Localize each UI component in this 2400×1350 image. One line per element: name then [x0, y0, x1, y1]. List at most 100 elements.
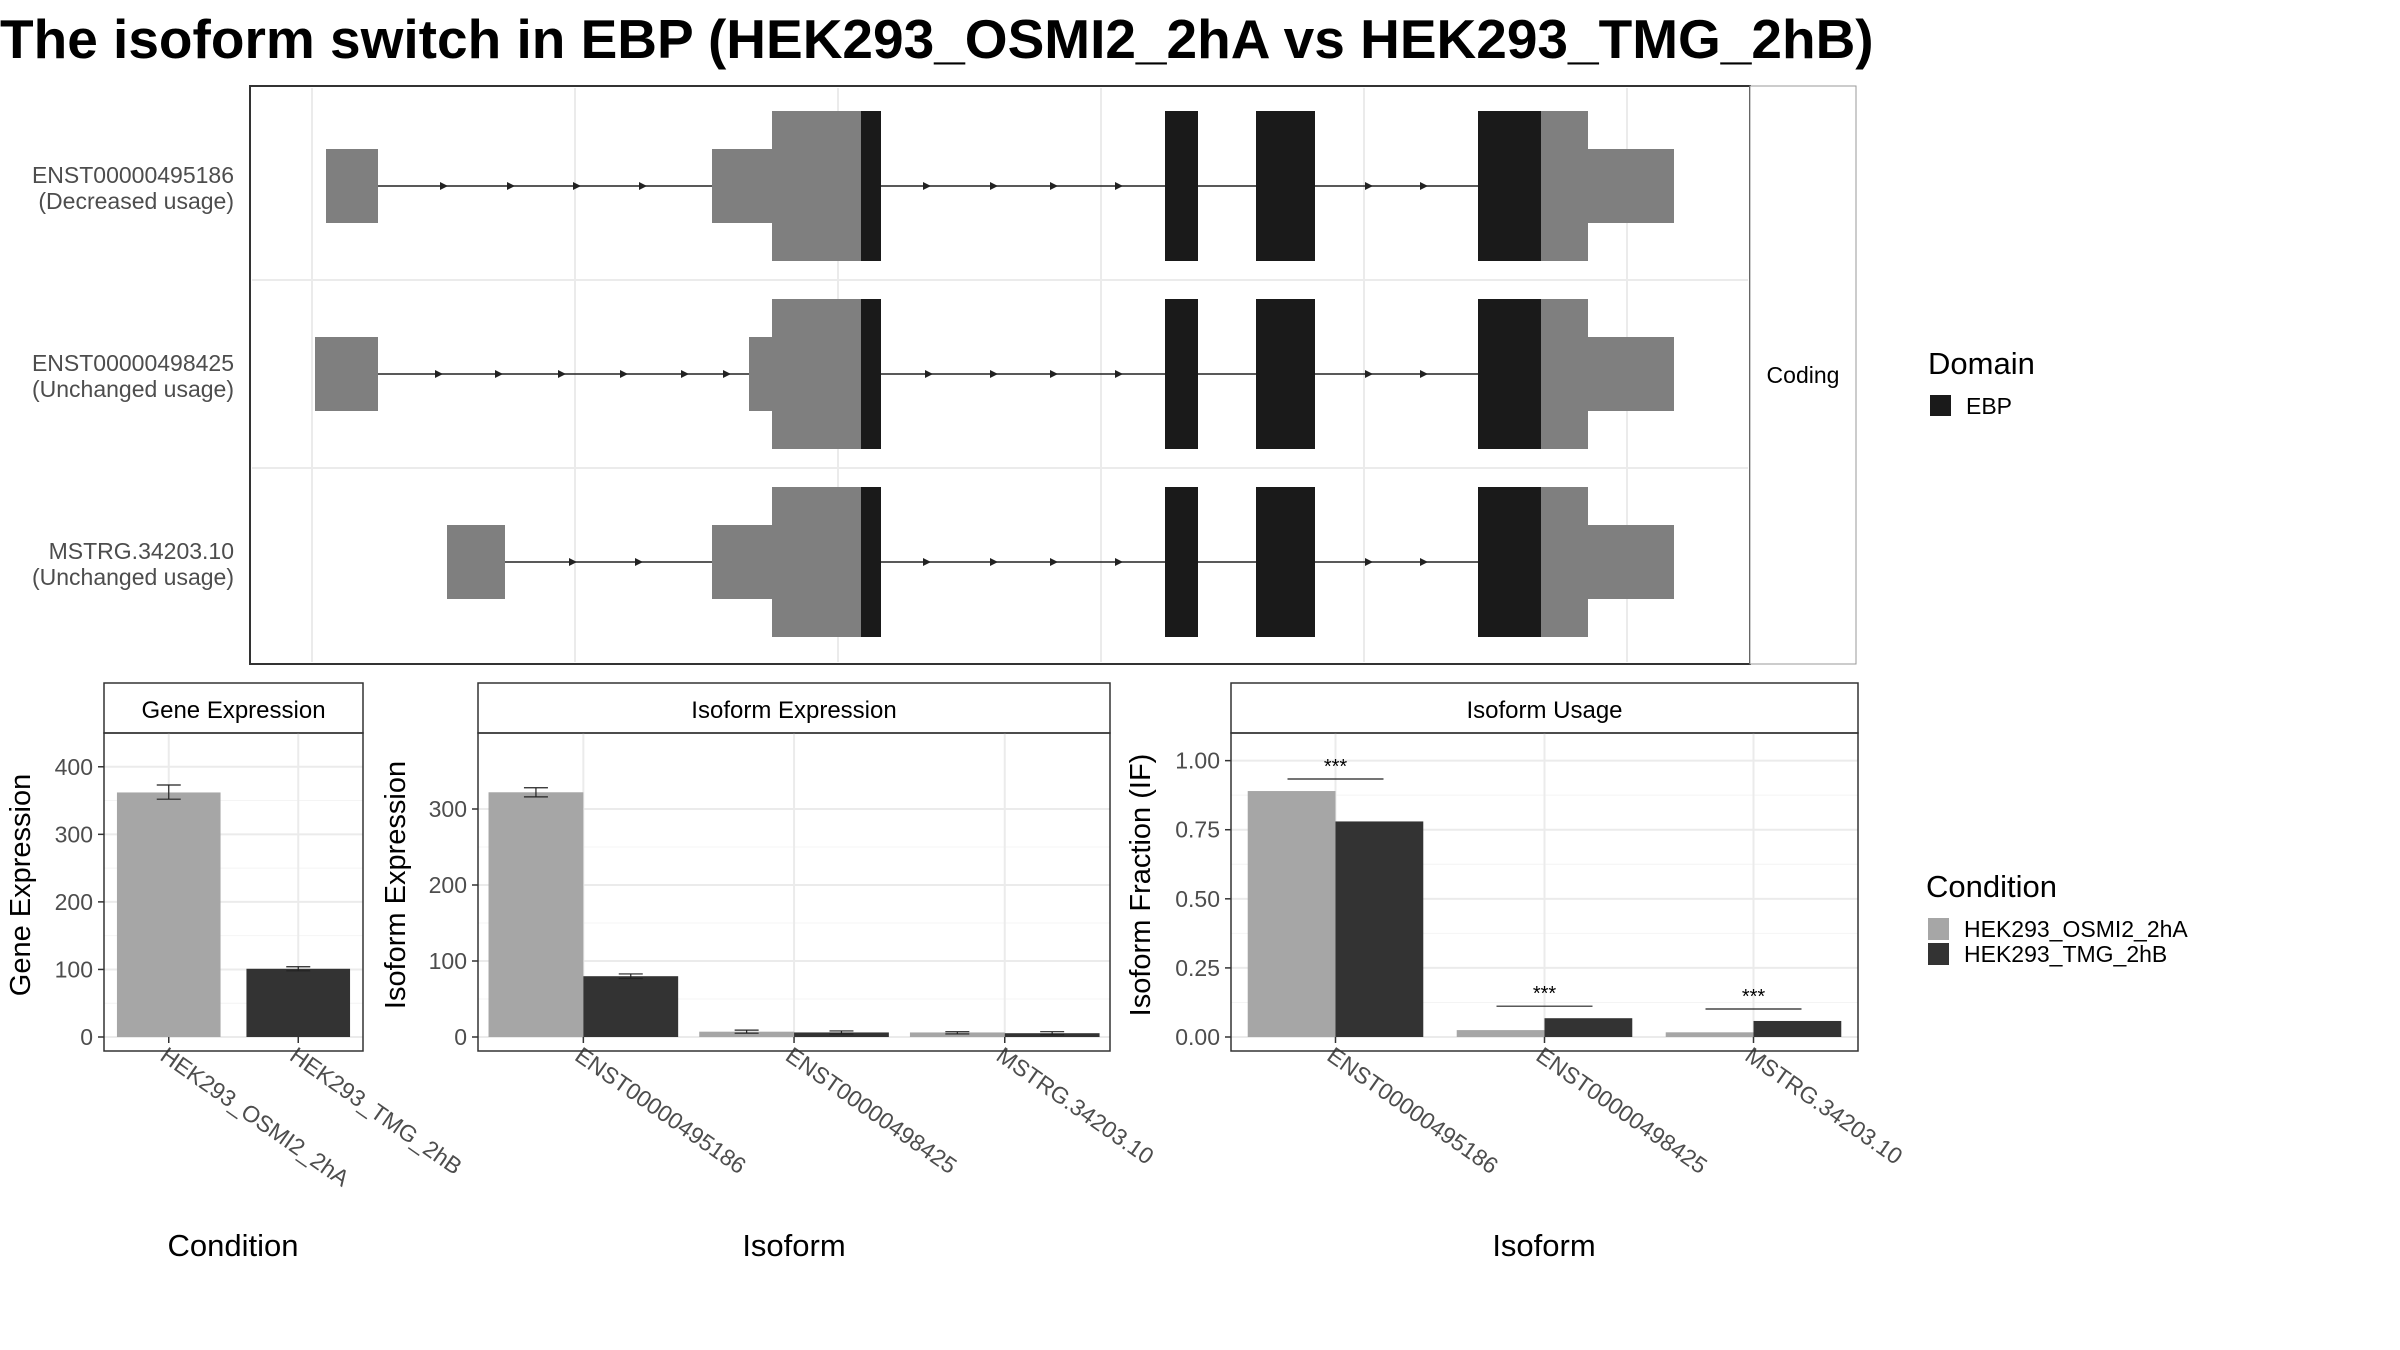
bar [699, 1031, 795, 1037]
panel-border [1230, 732, 1859, 1052]
strand-arrow [925, 370, 933, 378]
y-tick-label: 100 [429, 948, 467, 974]
x-axis-title: Condition [168, 1228, 299, 1263]
utr-exon [1588, 337, 1674, 411]
strand-arrow [1365, 182, 1373, 190]
strand-arrow [440, 182, 448, 190]
cds-exon [1165, 487, 1198, 637]
legend-label-ebp: EBP [1966, 393, 2012, 419]
figure-title: The isoform switch in EBP (HEK293_OSMI2_… [0, 8, 1874, 70]
y-tick-label: 0 [454, 1024, 467, 1050]
bar [1456, 1030, 1545, 1037]
legend-label-cond-b: HEK293_TMG_2hB [1964, 941, 2167, 967]
transcript-tracks [315, 111, 1674, 637]
y-axis-title: Isoform Expression [380, 761, 412, 1009]
strand-arrow [495, 370, 503, 378]
y-tick-label: 300 [429, 796, 467, 822]
strand-arrow [723, 370, 731, 378]
strand-arrow [923, 182, 931, 190]
utr-exon [447, 525, 505, 599]
strand-arrow [1050, 182, 1058, 190]
y-tick-label: 0 [80, 1024, 93, 1050]
isoform-expression-panel: Isoform Expression ENST00000495186 ENST000… [380, 682, 1159, 1263]
utr-exon [712, 149, 772, 223]
transcript-label-id: MSTRG.34203.10 [49, 538, 234, 564]
strand-arrow [923, 558, 931, 566]
panel-strip [103, 682, 364, 734]
strand-arrow [620, 370, 628, 378]
bar [488, 792, 584, 1037]
strand-arrow [1115, 370, 1123, 378]
y-axis-title: Isoform Fraction (IF) [1125, 754, 1157, 1017]
cds-exon [1256, 299, 1315, 449]
strand-arrow [990, 370, 998, 378]
panel-strip-title: Isoform Expression [691, 697, 896, 724]
y-tick-label: 0.25 [1175, 955, 1220, 981]
strand-arrow [507, 182, 515, 190]
significance-label: *** [1533, 983, 1557, 1005]
y-tick-label: 100 [55, 956, 93, 982]
y-axis-title: Gene Expression [5, 774, 37, 996]
strand-arrow [1050, 370, 1058, 378]
cds-exon [1256, 111, 1315, 261]
transcript-label-usage: (Unchanged usage) [32, 376, 234, 402]
cds-exon [1478, 299, 1541, 449]
transcript-label-usage: (Unchanged usage) [32, 564, 234, 590]
domain-legend: Domain EBP [1928, 346, 2035, 419]
utr-exon [1541, 111, 1588, 261]
x-tick-label: ENST00000495186 [570, 1042, 750, 1179]
strand-arrow [990, 182, 998, 190]
y-tick-label: 200 [55, 889, 93, 915]
strand-arrow [635, 558, 643, 566]
strand-arrow [573, 182, 581, 190]
transcript-structure-panel: Coding ENST00000495186 (Decreased usage)… [32, 85, 1857, 665]
strand-arrow [1050, 558, 1058, 566]
bar [1247, 791, 1336, 1037]
cds-exon [1165, 299, 1198, 449]
cds-exon [1478, 487, 1541, 637]
bar [246, 968, 351, 1037]
utr-exon [1588, 525, 1674, 599]
strand-arrow [639, 182, 647, 190]
x-tick-label: ENST00000498425 [781, 1042, 961, 1179]
cds-exon [1478, 111, 1541, 261]
bar [794, 1032, 889, 1037]
bar [1335, 821, 1424, 1037]
legend-swatch-cond-b [1928, 943, 1949, 965]
facet-strip [1749, 85, 1857, 665]
utr-exon [749, 337, 772, 411]
y-tick-label: 0.75 [1175, 817, 1220, 843]
strand-arrow [1420, 182, 1428, 190]
facet-label-coding: Coding [1767, 362, 1840, 388]
legend-swatch-ebp [1930, 395, 1951, 416]
strand-arrow [1365, 370, 1373, 378]
x-tick-label: ENST00000498425 [1532, 1042, 1712, 1179]
strand-arrow [990, 558, 998, 566]
bar [116, 792, 221, 1037]
strand-arrow [1365, 558, 1373, 566]
strand-arrow [569, 558, 577, 566]
panel-strip-title: Gene Expression [141, 697, 325, 724]
x-tick-label: ENST00000495186 [1323, 1042, 1503, 1179]
utr-exon [712, 525, 772, 599]
utr-exon [1541, 487, 1588, 637]
utr-exon [315, 337, 378, 411]
x-axis-title: Isoform [742, 1228, 845, 1263]
panel-border [477, 732, 1111, 1052]
transcript-label-id: ENST00000495186 [32, 162, 234, 188]
condition-legend-title: Condition [1926, 869, 2057, 904]
strand-arrow [681, 370, 689, 378]
utr-exon [772, 111, 861, 261]
utr-exon [1588, 149, 1674, 223]
x-tick-label: MSTRG.34203.10 [1741, 1042, 1908, 1170]
significance-label: *** [1742, 986, 1766, 1008]
y-tick-label: 400 [55, 754, 93, 780]
bar [1665, 1032, 1754, 1037]
isoform-usage-panel: Isoform Usage *** ENST00000495186 *** ENST00… [1125, 682, 1908, 1263]
cds-exon [861, 111, 881, 261]
panel-strip [477, 682, 1111, 734]
strand-arrow [1115, 558, 1123, 566]
strand-arrow [1420, 558, 1428, 566]
strand-arrow [558, 370, 566, 378]
cds-exon [861, 487, 881, 637]
